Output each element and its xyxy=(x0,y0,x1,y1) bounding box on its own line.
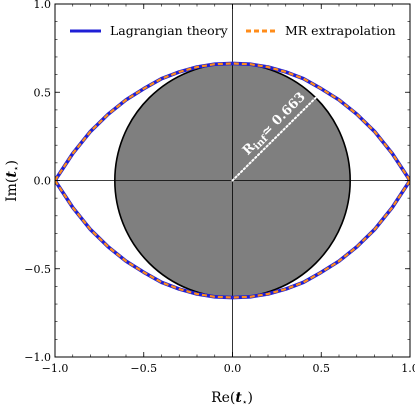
x-axis-label-main: Re( xyxy=(211,390,235,406)
axis-tick-labels: −1.0 −0.5 0.0 0.5 1.0 −1.0 −0.5 0.0 0.5 1.0 xyxy=(24,0,415,375)
y-tick-label: −0.5 xyxy=(24,263,51,276)
plot-area xyxy=(55,4,410,357)
x-tick-label: 0.0 xyxy=(224,362,242,375)
x-tick-label: 1.0 xyxy=(401,362,415,375)
x-axis-label: Re(t⋆) xyxy=(211,390,253,408)
plot-frame xyxy=(54,3,411,358)
y-axis-label-end: ) xyxy=(4,160,20,165)
y-tick-label: 0.5 xyxy=(34,86,52,99)
legend-label-mr: MR extrapolation xyxy=(285,23,396,38)
x-axis-label-sub: ⋆ xyxy=(242,398,248,408)
legend: Lagrangian theory MR extrapolation xyxy=(70,23,396,38)
radius-indicator-line xyxy=(231,96,317,182)
y-tick-label: 1.0 xyxy=(34,0,52,11)
x-tick-label: −1.0 xyxy=(42,362,69,375)
series-mr-extrapolation-upper xyxy=(55,62,410,182)
y-axis-label-var: t xyxy=(4,171,20,178)
x-axis-label-var: t xyxy=(235,390,242,406)
y-axis-label: Im(t⋆) xyxy=(4,160,22,202)
y-axis-label-main: Im( xyxy=(4,178,20,202)
x-tick-label: −0.5 xyxy=(130,362,157,375)
legend-label-lagrangian: Lagrangian theory xyxy=(110,23,229,38)
y-tick-label: 0.0 xyxy=(34,175,52,188)
y-tick-label: −1.0 xyxy=(24,351,51,364)
x-axis-label-end: ) xyxy=(247,390,252,406)
x-tick-label: 0.5 xyxy=(313,362,331,375)
y-axis-label-sub: ⋆ xyxy=(12,166,22,172)
series-mr-extrapolation-lower xyxy=(55,179,410,299)
